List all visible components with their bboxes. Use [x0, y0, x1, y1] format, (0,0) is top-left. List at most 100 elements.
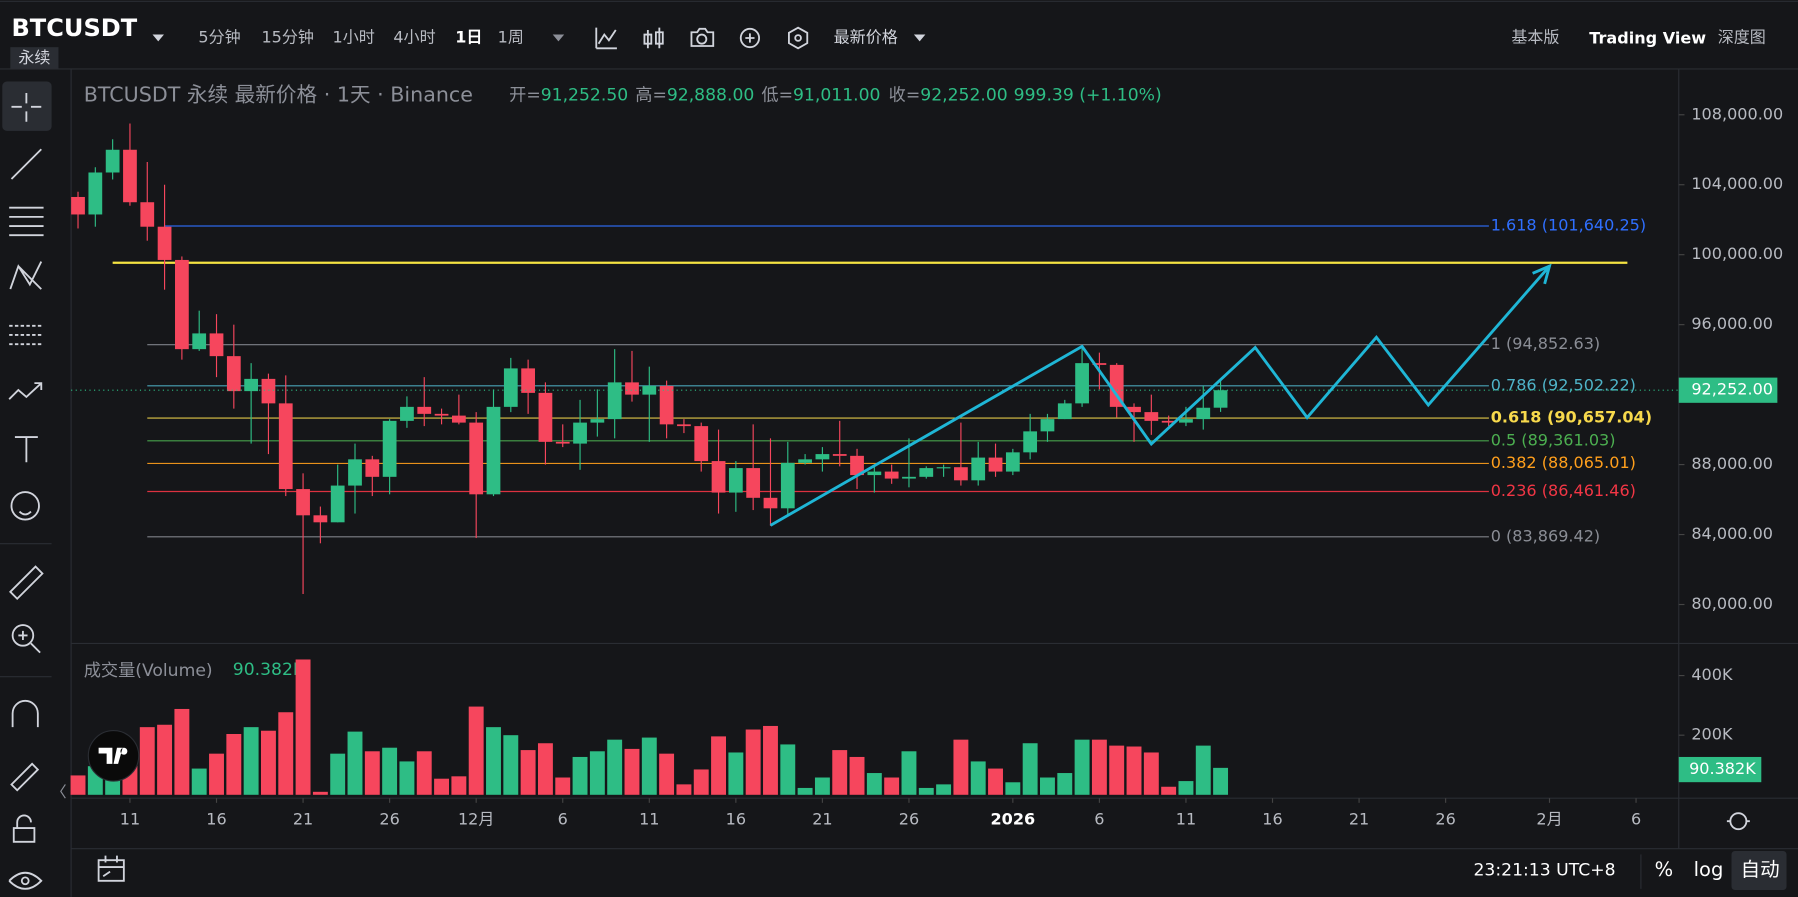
- parallel-tool[interactable]: [9, 206, 44, 237]
- volume-bar: [866, 773, 882, 795]
- candle-body: [711, 461, 726, 493]
- last-price-label: 92,252.00: [1691, 380, 1773, 399]
- volume-bar: [260, 730, 276, 795]
- projection-tool[interactable]: [8, 382, 43, 400]
- text-tool[interactable]: [14, 436, 38, 463]
- volume-bar: [1091, 739, 1107, 795]
- volume-bar: [468, 706, 484, 795]
- candle-body: [607, 382, 622, 420]
- ohlc-value: 91,011.00: [793, 85, 880, 105]
- symbol[interactable]: BTCUSDT: [11, 14, 137, 42]
- y-tick-label: 108,000.00: [1691, 104, 1783, 123]
- ohlc-value: 92,888.00: [667, 85, 754, 105]
- volume-bar: [434, 778, 450, 795]
- x-tick-label: 2026: [991, 810, 1036, 829]
- x-tick-label: 11: [1176, 810, 1196, 829]
- interval[interactable]: 1日: [455, 27, 482, 46]
- candle-body: [1005, 452, 1020, 472]
- x-tick-label: 2月: [1536, 810, 1562, 829]
- x-tick-label: 11: [120, 810, 140, 829]
- candle-body: [538, 392, 553, 442]
- volume-bar: [1195, 745, 1211, 795]
- auto-toggle[interactable]: 自动: [1741, 858, 1780, 881]
- indicator-icon[interactable]: [595, 27, 617, 50]
- x-tick-label: 21: [293, 810, 313, 829]
- price-type[interactable]: 最新价格: [834, 27, 898, 46]
- candle-body: [728, 468, 743, 493]
- volume-bar: [503, 735, 519, 795]
- candle-body: [590, 419, 605, 423]
- candle-body: [123, 149, 137, 203]
- date-range-icon[interactable]: [97, 855, 125, 882]
- y-tick-label: 96,000.00: [1691, 314, 1773, 333]
- interval[interactable]: 5分钟: [198, 27, 240, 46]
- draw-lock-tool[interactable]: [10, 762, 40, 792]
- volume-bar: [312, 791, 328, 795]
- volume-bar: [139, 727, 155, 795]
- collapse-arrow[interactable]: [60, 784, 66, 799]
- candle-body: [71, 196, 85, 215]
- candle-body: [1144, 412, 1159, 421]
- candle-body: [815, 454, 830, 460]
- view-tradingview[interactable]: Trading View: [1589, 29, 1706, 48]
- line-tool[interactable]: [10, 148, 42, 180]
- volume-bar: [676, 784, 692, 795]
- volume-bar: [1126, 746, 1142, 795]
- fib-label: 0.5 (89,361.03): [1491, 430, 1616, 449]
- ohlc-key: 开=: [509, 85, 541, 105]
- interval[interactable]: 4小时: [393, 27, 435, 46]
- dropdown-arrow[interactable]: [913, 34, 926, 42]
- candle-body: [382, 420, 397, 477]
- interval[interactable]: 15分钟: [261, 27, 314, 46]
- view-basic[interactable]: 基本版: [1511, 27, 1559, 46]
- candle-body: [798, 459, 812, 463]
- volume-bar: [209, 753, 224, 795]
- camera-icon[interactable]: [690, 27, 715, 47]
- interval[interactable]: 1周: [498, 27, 524, 46]
- fib-tool[interactable]: [9, 324, 44, 346]
- pattern-tool[interactable]: [9, 261, 43, 290]
- volume-bar: [884, 777, 900, 795]
- visibility-tool[interactable]: [8, 871, 43, 890]
- log-toggle[interactable]: log: [1694, 858, 1724, 881]
- y-tick-label: 100,000.00: [1691, 244, 1783, 263]
- candle-body: [694, 426, 709, 462]
- dropdown-arrow[interactable]: [552, 34, 565, 42]
- settings-icon[interactable]: [788, 26, 809, 50]
- toolbar-icons: [595, 26, 809, 50]
- candle-body: [1196, 407, 1211, 420]
- add-icon[interactable]: [739, 27, 761, 49]
- emoji-tool[interactable]: [10, 491, 40, 521]
- fib-label: 1.618 (101,640.25): [1491, 216, 1646, 235]
- last-volume-box: [1678, 756, 1762, 783]
- candle-body: [451, 415, 466, 423]
- dropdown-arrow[interactable]: [152, 34, 164, 42]
- volume-bar: [399, 761, 415, 795]
- interval[interactable]: 1小时: [333, 27, 375, 46]
- lock-tool[interactable]: [12, 814, 36, 843]
- magnet-tool[interactable]: [11, 699, 39, 728]
- axis-settings[interactable]: [1726, 812, 1750, 831]
- candle-body: [988, 457, 1003, 472]
- ruler-tool[interactable]: [9, 565, 44, 601]
- candle-icon[interactable]: [643, 27, 664, 49]
- volume-bar: [659, 753, 675, 795]
- fib-label: 0 (83,869.42): [1491, 526, 1601, 545]
- view-depth[interactable]: 深度图: [1718, 27, 1766, 46]
- volume-bar: [728, 752, 744, 795]
- volume-bar: [191, 768, 207, 795]
- tv-logo: [87, 730, 140, 782]
- candle-body: [486, 406, 501, 495]
- percent-toggle[interactable]: %: [1655, 858, 1674, 881]
- candle-body: [625, 382, 639, 395]
- x-tick-label: 26: [1435, 810, 1455, 829]
- candle-body: [469, 422, 484, 495]
- last-volume-label: 90.382K: [1689, 759, 1756, 778]
- candle-body: [919, 468, 934, 477]
- volume-bar: [832, 750, 848, 795]
- zoom-tool[interactable]: [11, 624, 41, 654]
- volume-bar: [711, 736, 726, 795]
- fib-label: 1 (94,852.63): [1491, 334, 1601, 353]
- x-tick-label: 26: [899, 810, 919, 829]
- crosshair-tool[interactable]: [11, 93, 42, 122]
